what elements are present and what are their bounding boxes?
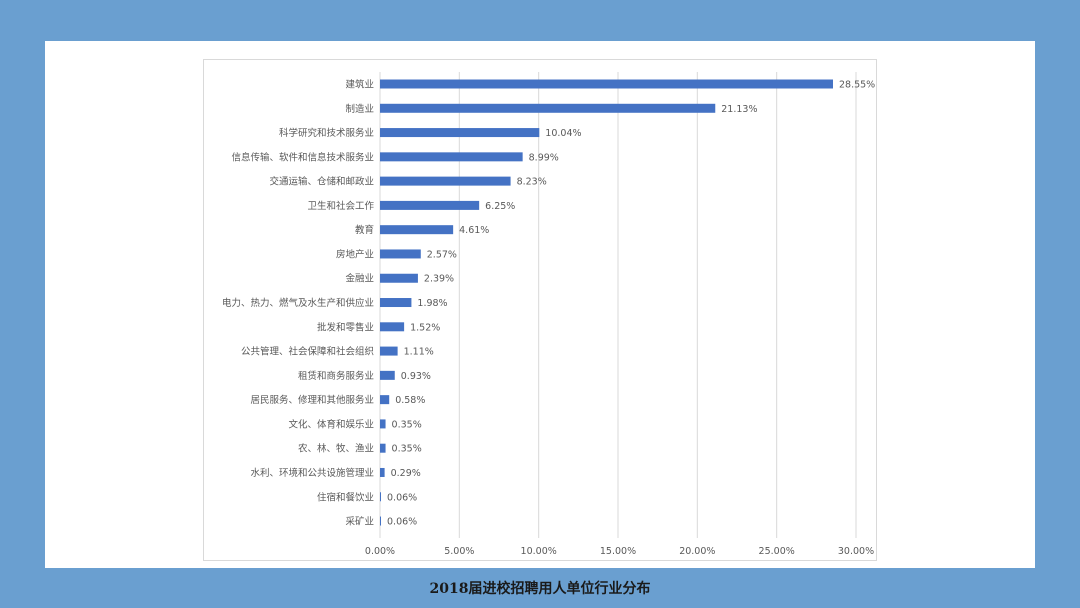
data-label: 28.55%	[839, 80, 875, 91]
bar	[380, 225, 454, 235]
bar	[380, 249, 421, 259]
data-label: 1.98%	[417, 298, 447, 309]
bar	[380, 103, 716, 113]
x-tick-label: 30.00%	[838, 546, 874, 557]
category-label: 交通运输、仓储和邮政业	[269, 176, 374, 188]
bar	[380, 128, 540, 138]
category-label: 教育	[355, 224, 374, 236]
data-label: 0.29%	[391, 468, 421, 479]
bar	[380, 346, 398, 356]
category-label: 住宿和餐饮业	[317, 491, 374, 503]
data-label: 0.35%	[392, 419, 422, 430]
x-tick-label: 15.00%	[600, 546, 636, 557]
category-label: 文化、体育和娱乐业	[288, 418, 374, 430]
x-tick-label: 25.00%	[759, 546, 795, 557]
data-label: 21.13%	[721, 104, 757, 115]
x-tick-label: 5.00%	[444, 546, 474, 557]
data-label: 6.25%	[485, 201, 515, 212]
data-label: 1.11%	[404, 347, 434, 358]
bar	[380, 200, 480, 210]
bar	[380, 492, 381, 502]
figure-caption: 2018届进校招聘用人单位行业分布	[429, 581, 651, 597]
data-label: 0.58%	[395, 395, 425, 406]
labels: 0.00% 5.00% 10.00% 15.00% 20.00% 25.00% 30.00%…	[222, 79, 875, 558]
bar-chart: 0.00% 5.00% 10.00% 15.00% 20.00% 25.00% 30.00%…	[222, 72, 875, 558]
category-label: 卫生和社会工作	[307, 200, 374, 212]
data-label: 8.23%	[517, 177, 547, 188]
category-label: 信息传输、软件和信息技术服务业	[231, 151, 374, 163]
category-label: 电力、热力、燃气及水生产和供应业	[222, 297, 374, 309]
slide-panel: 0.00% 5.00% 10.00% 15.00% 20.00% 25.00% 30.00%…	[45, 41, 1035, 568]
data-label: 0.06%	[387, 492, 417, 503]
category-label: 金融业	[345, 273, 374, 285]
category-label: 居民服务、修理和其他服务业	[250, 394, 374, 406]
x-tick-label: 20.00%	[679, 546, 715, 557]
data-label: 1.52%	[410, 322, 440, 333]
data-label: 0.06%	[387, 517, 417, 528]
bar	[380, 79, 833, 89]
bar	[380, 370, 395, 380]
data-label: 4.61%	[459, 225, 489, 236]
grid-lines	[379, 72, 857, 538]
category-label: 公共管理、社会保障和社会组织	[241, 346, 374, 358]
bar	[380, 395, 390, 405]
bar	[380, 322, 405, 332]
x-tick-label: 0.00%	[365, 546, 395, 557]
bar	[380, 298, 412, 308]
chart-frame: 0.00% 5.00% 10.00% 15.00% 20.00% 25.00% 30.00%…	[203, 59, 877, 561]
category-label: 水利、环境和公共设施管理业	[250, 467, 374, 479]
bar	[380, 152, 523, 162]
data-label: 0.35%	[392, 444, 422, 455]
bars	[380, 79, 833, 526]
bar	[380, 273, 418, 283]
category-label: 建筑业	[345, 79, 374, 91]
category-label: 采矿业	[345, 516, 374, 528]
category-label: 租赁和商务服务业	[298, 370, 374, 382]
bar	[380, 467, 385, 477]
bar	[380, 176, 511, 186]
data-label: 2.57%	[427, 249, 457, 260]
bar	[380, 443, 386, 453]
category-label: 科学研究和技术服务业	[279, 127, 374, 139]
category-label: 房地产业	[336, 248, 374, 260]
x-tick-label: 10.00%	[521, 546, 557, 557]
data-label: 10.04%	[545, 128, 581, 139]
bar	[380, 419, 386, 429]
data-label: 2.39%	[424, 274, 454, 285]
category-label: 制造业	[345, 103, 374, 115]
data-label: 0.93%	[401, 371, 431, 382]
data-label: 8.99%	[529, 152, 559, 163]
category-label: 农、林、牧、渔业	[298, 443, 374, 455]
bar	[380, 516, 381, 526]
category-label: 批发和零售业	[317, 321, 374, 333]
